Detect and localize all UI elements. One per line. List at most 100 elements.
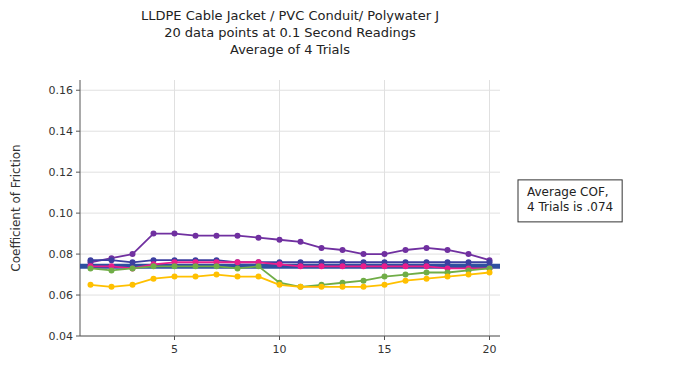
series-point bbox=[256, 274, 262, 280]
series-point bbox=[130, 251, 136, 257]
title-line: 20 data points at 0.1 Second Readings bbox=[164, 25, 416, 40]
series-line bbox=[91, 260, 490, 262]
annotation-text: Average COF,4 Trials is .074 bbox=[527, 185, 613, 214]
y-tick-label: 0.08 bbox=[49, 248, 74, 261]
y-tick-label: 0.04 bbox=[49, 330, 74, 343]
series-line bbox=[91, 266, 490, 286]
series-point bbox=[424, 245, 430, 251]
series-point bbox=[403, 272, 409, 278]
series-point bbox=[172, 274, 178, 280]
x-tick bbox=[384, 336, 385, 340]
grid bbox=[80, 80, 500, 336]
series-point bbox=[340, 247, 346, 253]
x-tick bbox=[174, 336, 175, 340]
series-point bbox=[403, 247, 409, 253]
series-point bbox=[298, 284, 304, 290]
series-point bbox=[130, 259, 136, 265]
series-point bbox=[340, 284, 346, 290]
series-point bbox=[193, 263, 199, 269]
y-tick bbox=[76, 172, 80, 173]
series-point bbox=[424, 276, 430, 282]
grid-line-y bbox=[80, 172, 500, 173]
series-point bbox=[214, 272, 220, 278]
series-point bbox=[130, 265, 136, 271]
y-axis-label: Coefficient of Friction bbox=[9, 144, 23, 271]
y-tick bbox=[76, 254, 80, 255]
series-point bbox=[277, 282, 283, 288]
y-tick bbox=[76, 131, 80, 132]
series-point bbox=[193, 233, 199, 239]
y-tick-label: 0.12 bbox=[49, 166, 74, 179]
series-point bbox=[382, 263, 388, 269]
y-tick-label: 0.16 bbox=[49, 84, 74, 97]
series-point bbox=[466, 272, 472, 278]
series-point bbox=[256, 235, 262, 241]
series-point bbox=[361, 251, 367, 257]
y-tick bbox=[76, 213, 80, 214]
series-point bbox=[172, 263, 178, 269]
series-point bbox=[361, 278, 367, 284]
series-point bbox=[151, 263, 157, 269]
series-point bbox=[361, 263, 367, 269]
x-tick bbox=[489, 336, 490, 340]
series-point bbox=[151, 276, 157, 282]
grid-line-y bbox=[80, 295, 500, 296]
series-point bbox=[445, 274, 451, 280]
series-point bbox=[151, 231, 157, 237]
series-point bbox=[466, 251, 472, 257]
y-tick bbox=[76, 336, 80, 337]
grid-line-y bbox=[80, 213, 500, 214]
series-point bbox=[109, 267, 115, 273]
y-tick-label: 0.14 bbox=[49, 125, 74, 138]
series-point bbox=[298, 284, 304, 290]
grid-line-y bbox=[80, 254, 500, 255]
series-point bbox=[487, 259, 493, 265]
series-point bbox=[340, 263, 346, 269]
series-point bbox=[235, 259, 241, 265]
series-point bbox=[235, 265, 241, 271]
background bbox=[0, 0, 700, 382]
series-point bbox=[88, 282, 94, 288]
series-point bbox=[130, 265, 136, 271]
series-line bbox=[91, 234, 490, 263]
series-point bbox=[298, 239, 304, 245]
series-point bbox=[109, 257, 115, 263]
series-point bbox=[487, 270, 493, 276]
series-point bbox=[235, 259, 241, 265]
series-point bbox=[361, 284, 367, 290]
series-point bbox=[382, 274, 388, 280]
grid-line-x bbox=[279, 80, 280, 336]
series-point bbox=[319, 263, 325, 269]
series-point bbox=[130, 282, 136, 288]
series-point bbox=[319, 245, 325, 251]
series-point bbox=[214, 263, 220, 269]
annotation-line: Average COF, bbox=[527, 185, 609, 199]
series-point bbox=[277, 237, 283, 243]
series-point bbox=[382, 251, 388, 257]
chart: 0.040.060.080.100.120.140.165101520Coeff… bbox=[0, 0, 700, 382]
grid-line-x bbox=[489, 80, 490, 336]
series-point bbox=[319, 284, 325, 290]
series-point bbox=[172, 231, 178, 237]
series-point bbox=[88, 257, 94, 263]
series-point bbox=[382, 282, 388, 288]
x-axis-line bbox=[80, 336, 500, 337]
y-tick-label: 0.06 bbox=[49, 289, 74, 302]
series-point bbox=[445, 259, 451, 265]
y-tick bbox=[76, 90, 80, 91]
title: LLDPE Cable Jacket / PVC Conduit/ Polywa… bbox=[141, 8, 439, 57]
x-tick-label: 5 bbox=[171, 343, 178, 356]
series-point bbox=[466, 259, 472, 265]
grid-line-x bbox=[174, 80, 175, 336]
grid-line-x bbox=[384, 80, 385, 336]
y-axis-line bbox=[80, 80, 81, 336]
series-point bbox=[235, 233, 241, 239]
y-tick bbox=[76, 295, 80, 296]
series-point bbox=[424, 263, 430, 269]
series-line bbox=[91, 273, 490, 287]
series-point bbox=[445, 247, 451, 253]
annotation-box bbox=[518, 180, 622, 222]
series-point bbox=[424, 270, 430, 276]
series-point bbox=[88, 265, 94, 271]
y-tick-label: 0.10 bbox=[49, 207, 74, 220]
